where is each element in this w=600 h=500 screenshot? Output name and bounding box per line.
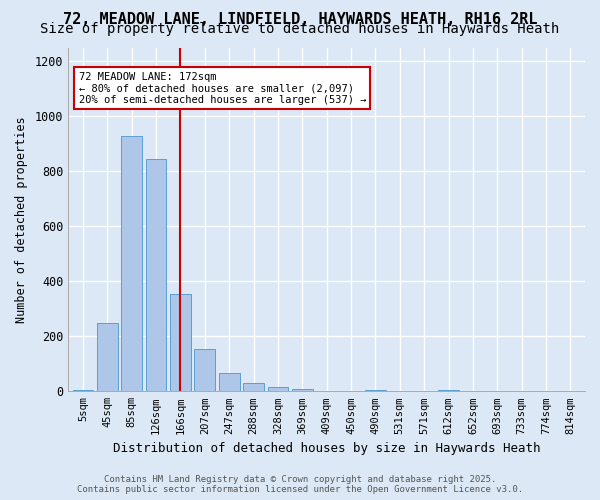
Y-axis label: Number of detached properties: Number of detached properties (15, 116, 28, 322)
Bar (438, 390, 459, 392)
Bar (73, 390, 93, 392)
Bar (146, 159, 166, 392)
Bar (194, 348, 215, 392)
Bar (292, 389, 313, 392)
Bar (97, 322, 118, 392)
Text: 72 MEADOW LANE: 172sqm
← 80% of detached houses are smaller (2,097)
20% of semi-: 72 MEADOW LANE: 172sqm ← 80% of detached… (79, 72, 366, 105)
X-axis label: Distribution of detached houses by size in Haywards Heath: Distribution of detached houses by size … (113, 442, 541, 455)
Text: 72, MEADOW LANE, LINDFIELD, HAYWARDS HEATH, RH16 2RL: 72, MEADOW LANE, LINDFIELD, HAYWARDS HEA… (63, 12, 537, 26)
Bar (268, 387, 288, 392)
Bar (219, 374, 239, 392)
Text: Size of property relative to detached houses in Haywards Heath: Size of property relative to detached ho… (40, 22, 560, 36)
Bar (365, 390, 386, 392)
Bar (121, 136, 142, 392)
Text: Contains HM Land Registry data © Crown copyright and database right 2025.
Contai: Contains HM Land Registry data © Crown c… (77, 474, 523, 494)
Bar (243, 383, 264, 392)
Bar (170, 294, 191, 392)
